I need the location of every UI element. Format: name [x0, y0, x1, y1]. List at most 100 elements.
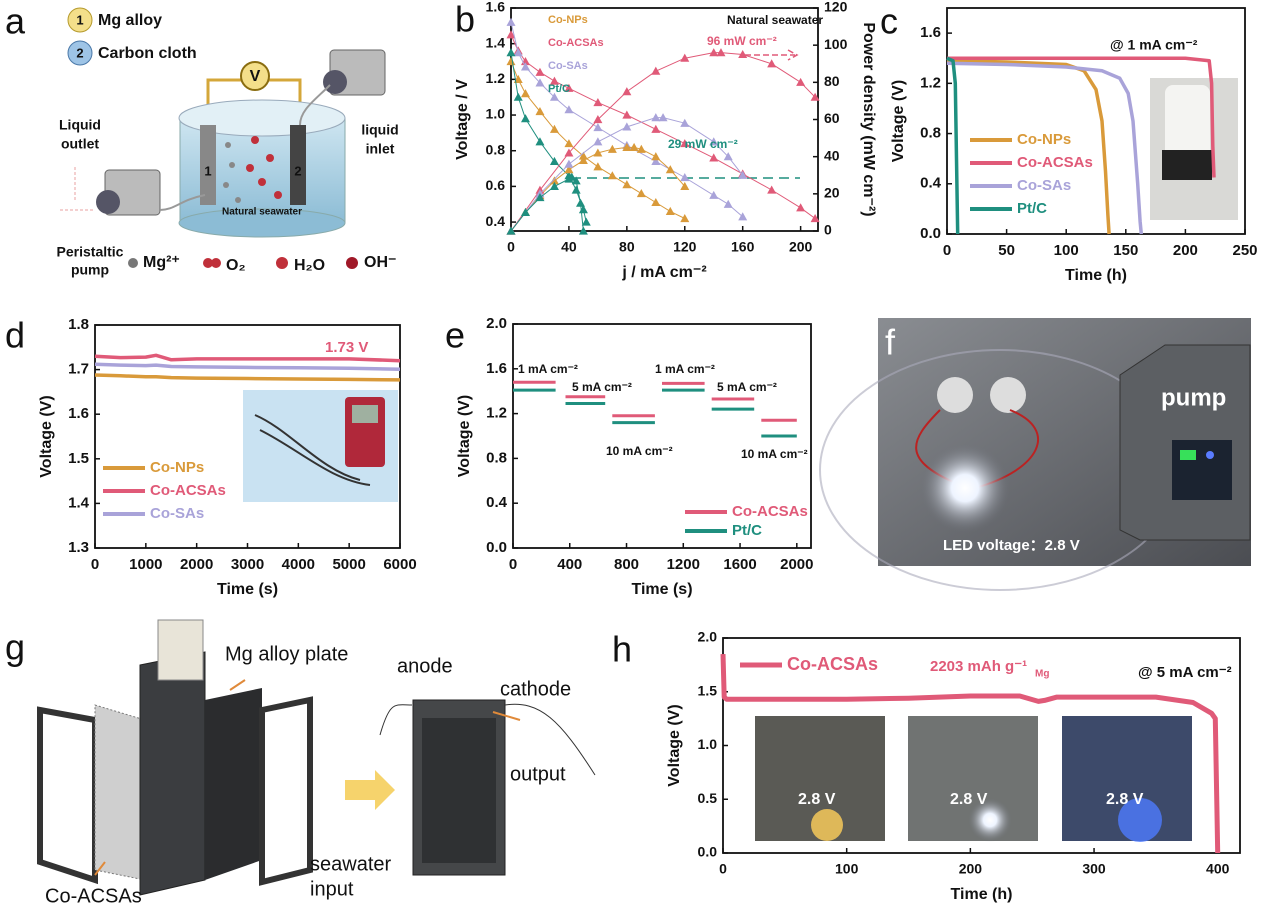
y-axis-label: Voltage (V) [456, 395, 473, 477]
x-tick-label: 4000 [282, 556, 315, 573]
point-marker [680, 214, 690, 223]
voltmeter [240, 61, 270, 91]
x-tick-label: 300 [1082, 861, 1106, 877]
point-marker [578, 151, 588, 160]
point-marker [571, 176, 581, 185]
y-tick-label: 0.8 [486, 141, 506, 157]
flow-arrow [60, 165, 95, 211]
point-marker [513, 48, 523, 57]
point-marker [607, 144, 617, 153]
x-tick-label: 6000 [383, 556, 416, 573]
y-tick-label: 0.4 [486, 494, 508, 511]
annotation: 5 mA cm⁻² [717, 380, 777, 394]
annotation: 10 mA cm⁻² [741, 447, 808, 461]
legend-label: Pt/C [1017, 200, 1047, 217]
y-tick-label: 1.4 [486, 34, 506, 50]
y-tick-label: 1.7 [68, 361, 89, 378]
x-axis-label: j / mA cm⁻² [621, 264, 706, 281]
point-marker [716, 48, 726, 57]
y2-tick-label: 20 [824, 185, 840, 201]
point-marker [564, 159, 574, 168]
y-tick-label: 0.4 [486, 213, 506, 229]
point-marker [578, 226, 588, 235]
point-marker [738, 212, 748, 221]
y-tick-label: 0.0 [920, 225, 941, 242]
y-tick-label: 1.2 [920, 74, 941, 91]
point-marker [549, 92, 559, 101]
point-marker [506, 57, 516, 66]
x-tick-label: 200 [959, 861, 983, 877]
y2-tick-label: 100 [824, 36, 848, 52]
point-marker [723, 152, 733, 161]
annotation-arrow [745, 49, 799, 61]
point-marker [665, 206, 675, 215]
electrode [290, 125, 306, 205]
point-marker [520, 62, 530, 71]
frame [37, 706, 98, 885]
panel-letter: e [445, 315, 465, 356]
panel-letter: h [612, 629, 632, 670]
inset-object [1165, 85, 1210, 165]
point-marker [549, 176, 559, 185]
species-icon [346, 257, 358, 269]
point-marker [622, 122, 632, 131]
point-marker [535, 67, 545, 76]
point-marker [622, 142, 632, 151]
point-marker [564, 139, 574, 148]
point-marker [767, 59, 777, 68]
pump-light [1206, 451, 1214, 459]
frame [139, 651, 206, 896]
pump-panel [1172, 440, 1232, 500]
electrode-number: 1 [204, 163, 211, 178]
annotation: 29 mW cm⁻² [668, 137, 738, 151]
point-marker [622, 110, 632, 119]
medium-label: Natural seawater [222, 207, 302, 218]
point-marker [564, 105, 574, 114]
y-tick-label: 1.2 [486, 70, 506, 86]
point-marker [564, 83, 574, 92]
panel-letter: c [880, 1, 898, 42]
x-tick-label: 0 [509, 556, 517, 573]
pump-label: Peristaltic [57, 244, 124, 260]
y-tick-label: 1.8 [68, 316, 89, 333]
annotation: 1 mA cm⁻² [655, 362, 715, 376]
point-marker [680, 53, 690, 62]
inset-glow [968, 798, 1012, 842]
plot-frame [946, 7, 1246, 235]
x-tick-label: 1200 [667, 556, 700, 573]
point-marker [564, 165, 574, 174]
panel-letter: b [455, 0, 475, 40]
legend-label: Co-NPs [150, 459, 204, 476]
callout [94, 679, 521, 876]
y-tick-label: 1.2 [486, 405, 507, 422]
point-marker [593, 98, 603, 107]
legend-label: Carbon cloth [98, 45, 197, 62]
series-line [510, 52, 816, 232]
x-axis-label: Time (s) [631, 581, 692, 598]
y-tick-label: 2.0 [698, 629, 718, 645]
x-tick-label: 400 [557, 556, 582, 573]
species-icon [203, 258, 213, 268]
x-tick-label: 5000 [332, 556, 365, 573]
y-tick-label: 1.5 [68, 450, 89, 467]
annotation: 10 mA cm⁻² [606, 444, 673, 458]
legend-label: Co-SAs [548, 60, 588, 72]
point-marker [651, 66, 661, 75]
x-tick-label: 1000 [129, 556, 162, 573]
point-marker [738, 49, 748, 59]
tube [159, 84, 331, 211]
point-marker [593, 162, 603, 171]
y-tick-label: 1.3 [68, 539, 89, 556]
inset-object [352, 405, 378, 423]
point-marker [709, 190, 719, 199]
point-marker [709, 137, 719, 146]
point-marker [651, 124, 661, 133]
pump-head [96, 190, 120, 214]
y2-tick-label: 120 [824, 0, 848, 15]
point-marker [520, 89, 530, 98]
point-marker [549, 156, 559, 166]
series-line [946, 61, 1144, 235]
part-label: Mg alloy plate [225, 643, 348, 665]
point-marker [576, 198, 586, 207]
point-marker [709, 48, 719, 57]
